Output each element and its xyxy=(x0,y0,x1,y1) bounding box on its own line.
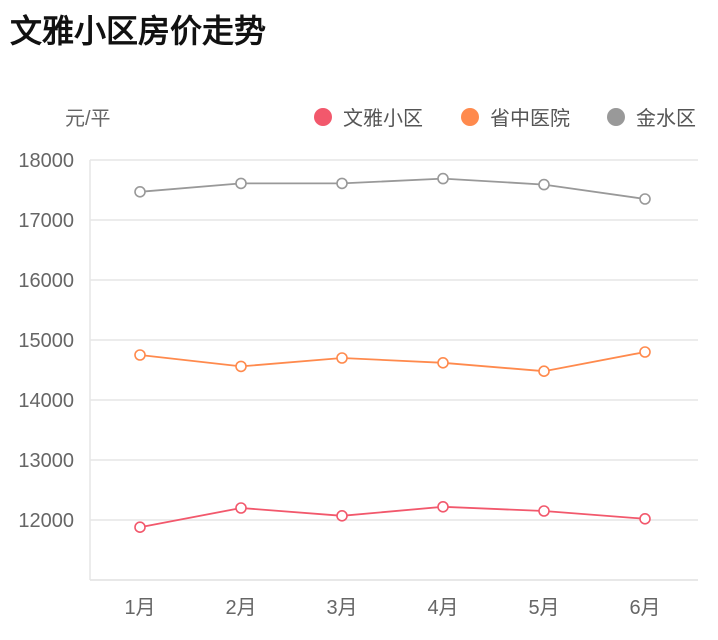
series-line xyxy=(139,351,646,373)
chart-title: 文雅小区房价走势 xyxy=(10,12,267,50)
data-point xyxy=(437,172,449,185)
data-point xyxy=(336,177,348,190)
legend-label: 金水区 xyxy=(636,106,696,130)
data-point xyxy=(235,177,247,190)
y-tick-label: 18000 xyxy=(18,150,74,172)
data-point xyxy=(639,193,651,205)
legend-marker-icon xyxy=(607,108,625,126)
y-tick-label: 17000 xyxy=(18,210,74,232)
y-tick-label: 12000 xyxy=(18,510,74,532)
x-tick-label: 6月 xyxy=(629,597,660,619)
x-tick-label: 1月 xyxy=(124,597,155,619)
data-point xyxy=(437,500,449,513)
x-tick-label: 2月 xyxy=(225,597,256,619)
data-point xyxy=(336,352,348,364)
data-point xyxy=(437,356,449,369)
data-point xyxy=(538,365,550,378)
data-point xyxy=(639,346,651,358)
y-axis-label: 元/平 xyxy=(65,108,111,130)
data-point xyxy=(538,178,550,191)
data-point xyxy=(235,502,247,514)
legend-marker-icon xyxy=(314,108,332,126)
legend-marker-icon xyxy=(461,108,479,126)
series-line xyxy=(139,177,646,200)
data-point xyxy=(538,505,550,517)
data-point xyxy=(134,186,146,198)
y-tick-label: 13000 xyxy=(18,450,74,472)
y-tick-label: 14000 xyxy=(18,390,74,412)
x-tick-label: 3月 xyxy=(326,597,357,619)
x-tick-label: 4月 xyxy=(427,597,458,619)
data-point xyxy=(336,509,348,522)
data-point xyxy=(235,360,247,373)
data-point xyxy=(639,512,651,525)
legend-label: 文雅小区 xyxy=(343,106,423,130)
y-tick-label: 15000 xyxy=(18,330,74,352)
x-tick-label: 5月 xyxy=(528,597,559,619)
data-point xyxy=(134,349,146,361)
legend-label: 省中医院 xyxy=(490,106,570,130)
series-line xyxy=(139,505,646,529)
data-point xyxy=(134,521,146,534)
y-tick-label: 16000 xyxy=(18,270,74,292)
